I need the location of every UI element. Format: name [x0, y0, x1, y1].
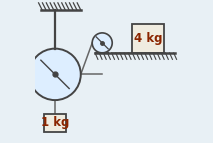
Circle shape	[92, 33, 112, 53]
Bar	[132, 24, 164, 53]
Bar	[44, 114, 66, 132]
Text: 4 kg: 4 kg	[134, 32, 162, 45]
Circle shape	[29, 49, 81, 100]
Text: 1 kg: 1 kg	[41, 117, 69, 129]
